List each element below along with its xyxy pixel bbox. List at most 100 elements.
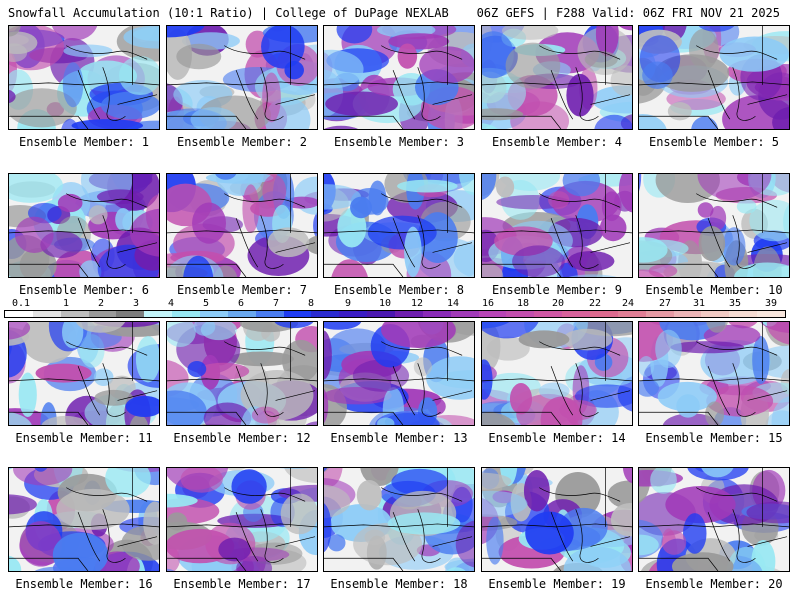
member-caption: Ensemble Member: 8	[333, 283, 465, 297]
colorbar-swatch	[422, 311, 451, 317]
colorbar-swatch	[395, 311, 423, 317]
snowfall-colorbar: 0.1 1 2 3 4 5 6 7 8 9 10 12 14 16 18 20 22 24 27 31 35 39	[4, 298, 786, 326]
colorbar-swatch	[506, 311, 535, 317]
snowfall-map-panel	[166, 467, 318, 572]
colorbar-swatch	[450, 311, 479, 317]
colorbar-tick-label: 20	[551, 298, 565, 309]
colorbar-tick-label: 39	[764, 298, 778, 309]
run-info: 06Z GEFS | F288 Valid: 06Z FRI NOV 21 20…	[476, 6, 780, 20]
colorbar-swatch	[311, 311, 340, 317]
colorbar-swatch	[116, 311, 145, 317]
member-caption: Ensemble Member: 11	[15, 431, 153, 445]
colorbar-swatch	[645, 311, 674, 317]
snowfall-map-panel	[8, 467, 160, 572]
snowfall-map-panel	[481, 321, 633, 426]
colorbar-tick-label: 8	[307, 298, 315, 309]
snowfall-map-image	[639, 322, 789, 425]
snowfall-map-panel	[323, 467, 475, 572]
colorbar-swatch	[32, 311, 61, 317]
colorbar-swatch	[534, 311, 563, 317]
colorbar-swatch	[367, 311, 396, 317]
snowfall-map-panel	[638, 25, 790, 130]
snowfall-map-panel	[8, 321, 160, 426]
colorbar-swatch	[200, 311, 228, 317]
snowfall-map-image	[482, 468, 632, 571]
snowfall-map-image	[167, 174, 317, 277]
snowfall-map-panel	[481, 173, 633, 278]
snowfall-map-image	[9, 468, 159, 571]
colorbar-swatch	[590, 311, 618, 317]
colorbar-swatch	[701, 311, 730, 317]
colorbar-tick-label: 1	[62, 298, 70, 309]
member-caption: Ensemble Member: 14	[488, 431, 626, 445]
member-caption: Ensemble Member: 19	[488, 577, 626, 591]
snowfall-map-image	[324, 174, 474, 277]
snowfall-map-panel	[481, 467, 633, 572]
colorbar-swatch	[729, 311, 758, 317]
colorbar-swatch	[562, 311, 591, 317]
member-caption: Ensemble Member: 3	[333, 135, 465, 149]
colorbar-tick-label: 22	[588, 298, 602, 309]
snowfall-map-panel	[638, 321, 790, 426]
member-caption: Ensemble Member: 15	[645, 431, 783, 445]
colorbar-swatch	[757, 311, 786, 317]
colorbar-swatch	[339, 311, 368, 317]
colorbar-swatch	[60, 311, 89, 317]
member-caption: Ensemble Member: 16	[15, 577, 153, 591]
colorbar-tick-label: 3	[132, 298, 140, 309]
snowfall-map-image	[324, 26, 474, 129]
member-caption: Ensemble Member: 4	[491, 135, 623, 149]
snowfall-map-panel	[323, 25, 475, 130]
snowfall-map-panel	[323, 321, 475, 426]
colorbar-tick-label: 9	[344, 298, 352, 309]
colorbar-swatch	[88, 311, 117, 317]
colorbar-tick-label: 35	[728, 298, 742, 309]
snowfall-map-image	[639, 26, 789, 129]
colorbar-tick-label: 2	[97, 298, 105, 309]
snowfall-map-image	[9, 26, 159, 129]
member-caption: Ensemble Member: 6	[18, 283, 150, 297]
colorbar-tick-label: 18	[516, 298, 530, 309]
member-caption: Ensemble Member: 7	[176, 283, 308, 297]
colorbar-swatch	[673, 311, 702, 317]
snowfall-map-panel	[166, 321, 318, 426]
colorbar-tick-label: 4	[167, 298, 175, 309]
member-caption: Ensemble Member: 12	[173, 431, 311, 445]
colorbar-tick-label: 7	[272, 298, 280, 309]
snowfall-map-image	[482, 174, 632, 277]
snowfall-map-image	[482, 26, 632, 129]
snowfall-map-image	[9, 322, 159, 425]
member-caption: Ensemble Member: 10	[645, 283, 783, 297]
colorbar-swatch	[5, 311, 33, 317]
snowfall-map-image	[482, 322, 632, 425]
snowfall-map-panel	[638, 467, 790, 572]
colorbar-strip	[4, 310, 786, 318]
colorbar-tick-label: 14	[446, 298, 460, 309]
snowfall-map-panel	[166, 173, 318, 278]
colorbar-swatch	[617, 311, 646, 317]
colorbar-tick-label: 16	[481, 298, 495, 309]
snowfall-map-image	[167, 468, 317, 571]
colorbar-tick-label: 31	[692, 298, 706, 309]
member-caption: Ensemble Member: 13	[330, 431, 468, 445]
snowfall-map-image	[9, 174, 159, 277]
colorbar-tick-label: 0.1	[11, 298, 31, 309]
colorbar-tick-label: 5	[202, 298, 210, 309]
chart-title: Snowfall Accumulation (10:1 Ratio) | Col…	[8, 6, 449, 20]
snowfall-map-image	[639, 468, 789, 571]
member-caption: Ensemble Member: 1	[18, 135, 150, 149]
colorbar-swatch	[478, 311, 507, 317]
member-caption: Ensemble Member: 9	[491, 283, 623, 297]
member-caption: Ensemble Member: 20	[645, 577, 783, 591]
colorbar-swatch	[144, 311, 173, 317]
colorbar-swatch	[255, 311, 284, 317]
snowfall-map-image	[167, 26, 317, 129]
snowfall-map-image	[324, 322, 474, 425]
colorbar-swatch	[283, 311, 312, 317]
colorbar-tick-label: 6	[237, 298, 245, 309]
member-caption: Ensemble Member: 2	[176, 135, 308, 149]
colorbar-swatch	[172, 311, 201, 317]
snowfall-map-image	[639, 174, 789, 277]
snowfall-map-image	[324, 468, 474, 571]
colorbar-tick-label: 10	[378, 298, 392, 309]
